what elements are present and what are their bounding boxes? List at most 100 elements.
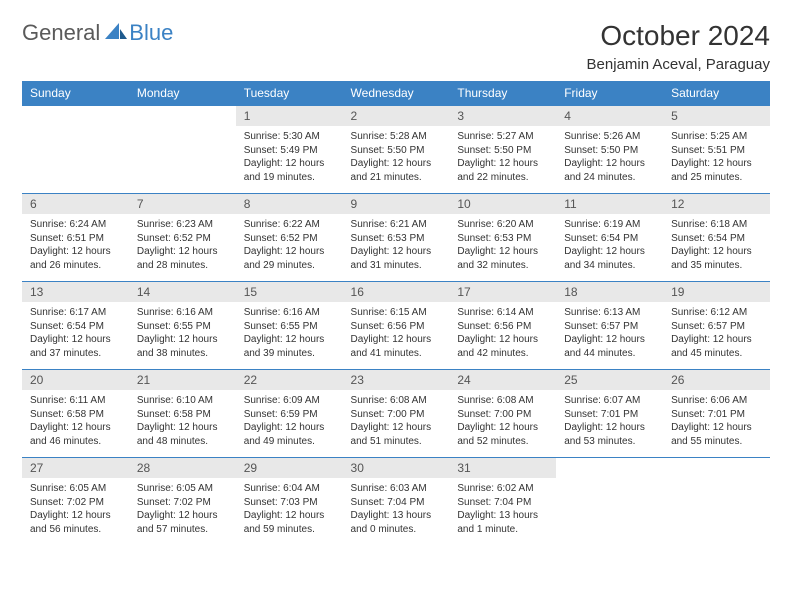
sunset-line: Sunset: 6:53 PM <box>351 232 442 246</box>
daylight-line: Daylight: 12 hours and 32 minutes. <box>457 245 548 272</box>
sunrise-line: Sunrise: 6:08 AM <box>457 394 548 408</box>
day-number: 20 <box>22 370 129 390</box>
day-number: 12 <box>663 194 770 214</box>
day-content: Sunrise: 6:11 AMSunset: 6:58 PMDaylight:… <box>22 390 129 452</box>
daylight-line: Daylight: 12 hours and 28 minutes. <box>137 245 228 272</box>
day-content: Sunrise: 6:12 AMSunset: 6:57 PMDaylight:… <box>663 302 770 364</box>
day-number: 19 <box>663 282 770 302</box>
calendar-cell: 1Sunrise: 5:30 AMSunset: 5:49 PMDaylight… <box>236 106 343 194</box>
sunset-line: Sunset: 5:50 PM <box>457 144 548 158</box>
daylight-line: Daylight: 12 hours and 37 minutes. <box>30 333 121 360</box>
sunrise-line: Sunrise: 6:04 AM <box>244 482 335 496</box>
daylight-line: Daylight: 12 hours and 41 minutes. <box>351 333 442 360</box>
sunset-line: Sunset: 6:54 PM <box>671 232 762 246</box>
day-number: 8 <box>236 194 343 214</box>
weekday-header: Wednesday <box>343 81 450 106</box>
calendar-cell: 25Sunrise: 6:07 AMSunset: 7:01 PMDayligh… <box>556 370 663 458</box>
calendar-cell: 21Sunrise: 6:10 AMSunset: 6:58 PMDayligh… <box>129 370 236 458</box>
day-content: Sunrise: 5:25 AMSunset: 5:51 PMDaylight:… <box>663 126 770 188</box>
sunset-line: Sunset: 6:53 PM <box>457 232 548 246</box>
day-content: Sunrise: 6:20 AMSunset: 6:53 PMDaylight:… <box>449 214 556 276</box>
daylight-line: Daylight: 12 hours and 25 minutes. <box>671 157 762 184</box>
day-number: 6 <box>22 194 129 214</box>
day-number: 5 <box>663 106 770 126</box>
calendar-cell: 19Sunrise: 6:12 AMSunset: 6:57 PMDayligh… <box>663 282 770 370</box>
daylight-line: Daylight: 12 hours and 24 minutes. <box>564 157 655 184</box>
calendar-cell: 14Sunrise: 6:16 AMSunset: 6:55 PMDayligh… <box>129 282 236 370</box>
sunrise-line: Sunrise: 5:28 AM <box>351 130 442 144</box>
sunset-line: Sunset: 6:59 PM <box>244 408 335 422</box>
daylight-line: Daylight: 12 hours and 49 minutes. <box>244 421 335 448</box>
weekday-header: Tuesday <box>236 81 343 106</box>
sunset-line: Sunset: 6:55 PM <box>244 320 335 334</box>
daylight-line: Daylight: 12 hours and 38 minutes. <box>137 333 228 360</box>
daylight-line: Daylight: 12 hours and 34 minutes. <box>564 245 655 272</box>
weekday-header: Friday <box>556 81 663 106</box>
sunset-line: Sunset: 6:57 PM <box>671 320 762 334</box>
day-number: 16 <box>343 282 450 302</box>
sunrise-line: Sunrise: 6:24 AM <box>30 218 121 232</box>
day-number: 1 <box>236 106 343 126</box>
sunset-line: Sunset: 6:52 PM <box>137 232 228 246</box>
daylight-line: Daylight: 12 hours and 42 minutes. <box>457 333 548 360</box>
calendar-cell: 15Sunrise: 6:16 AMSunset: 6:55 PMDayligh… <box>236 282 343 370</box>
day-content: Sunrise: 5:26 AMSunset: 5:50 PMDaylight:… <box>556 126 663 188</box>
weekday-header: Thursday <box>449 81 556 106</box>
sunset-line: Sunset: 6:51 PM <box>30 232 121 246</box>
day-content: Sunrise: 6:18 AMSunset: 6:54 PMDaylight:… <box>663 214 770 276</box>
sunrise-line: Sunrise: 6:14 AM <box>457 306 548 320</box>
calendar-cell: 16Sunrise: 6:15 AMSunset: 6:56 PMDayligh… <box>343 282 450 370</box>
calendar-cell: 24Sunrise: 6:08 AMSunset: 7:00 PMDayligh… <box>449 370 556 458</box>
daylight-line: Daylight: 12 hours and 48 minutes. <box>137 421 228 448</box>
calendar-cell: 12Sunrise: 6:18 AMSunset: 6:54 PMDayligh… <box>663 194 770 282</box>
day-number: 26 <box>663 370 770 390</box>
calendar-cell: 28Sunrise: 6:05 AMSunset: 7:02 PMDayligh… <box>129 458 236 546</box>
weekday-header: Sunday <box>22 81 129 106</box>
daylight-line: Daylight: 12 hours and 59 minutes. <box>244 509 335 536</box>
calendar-cell: 18Sunrise: 6:13 AMSunset: 6:57 PMDayligh… <box>556 282 663 370</box>
calendar-cell: 7Sunrise: 6:23 AMSunset: 6:52 PMDaylight… <box>129 194 236 282</box>
sunrise-line: Sunrise: 5:27 AM <box>457 130 548 144</box>
calendar-row: 6Sunrise: 6:24 AMSunset: 6:51 PMDaylight… <box>22 194 770 282</box>
sunset-line: Sunset: 7:04 PM <box>351 496 442 510</box>
calendar-cell: 4Sunrise: 5:26 AMSunset: 5:50 PMDaylight… <box>556 106 663 194</box>
daylight-line: Daylight: 13 hours and 1 minute. <box>457 509 548 536</box>
day-number: 7 <box>129 194 236 214</box>
calendar-cell <box>556 458 663 546</box>
logo: General Blue <box>22 20 173 46</box>
day-content: Sunrise: 6:08 AMSunset: 7:00 PMDaylight:… <box>343 390 450 452</box>
sunset-line: Sunset: 6:57 PM <box>564 320 655 334</box>
calendar-row: 13Sunrise: 6:17 AMSunset: 6:54 PMDayligh… <box>22 282 770 370</box>
sunset-line: Sunset: 6:58 PM <box>30 408 121 422</box>
day-number: 23 <box>343 370 450 390</box>
calendar-cell: 20Sunrise: 6:11 AMSunset: 6:58 PMDayligh… <box>22 370 129 458</box>
calendar-cell <box>22 106 129 194</box>
sunset-line: Sunset: 5:51 PM <box>671 144 762 158</box>
day-content: Sunrise: 6:10 AMSunset: 6:58 PMDaylight:… <box>129 390 236 452</box>
daylight-line: Daylight: 12 hours and 26 minutes. <box>30 245 121 272</box>
calendar-cell: 10Sunrise: 6:20 AMSunset: 6:53 PMDayligh… <box>449 194 556 282</box>
day-number: 21 <box>129 370 236 390</box>
day-content: Sunrise: 6:15 AMSunset: 6:56 PMDaylight:… <box>343 302 450 364</box>
sunrise-line: Sunrise: 6:15 AM <box>351 306 442 320</box>
day-content: Sunrise: 5:28 AMSunset: 5:50 PMDaylight:… <box>343 126 450 188</box>
day-content: Sunrise: 6:14 AMSunset: 6:56 PMDaylight:… <box>449 302 556 364</box>
calendar-cell: 9Sunrise: 6:21 AMSunset: 6:53 PMDaylight… <box>343 194 450 282</box>
location: Benjamin Aceval, Paraguay <box>587 56 770 73</box>
calendar-cell: 29Sunrise: 6:04 AMSunset: 7:03 PMDayligh… <box>236 458 343 546</box>
weekday-header-row: SundayMondayTuesdayWednesdayThursdayFrid… <box>22 81 770 106</box>
sunrise-line: Sunrise: 6:22 AM <box>244 218 335 232</box>
sunset-line: Sunset: 6:58 PM <box>137 408 228 422</box>
sunset-line: Sunset: 7:01 PM <box>671 408 762 422</box>
title-block: October 2024 Benjamin Aceval, Paraguay <box>587 20 770 73</box>
logo-sail-icon <box>105 21 127 46</box>
day-number: 31 <box>449 458 556 478</box>
daylight-line: Daylight: 12 hours and 55 minutes. <box>671 421 762 448</box>
sunrise-line: Sunrise: 6:03 AM <box>351 482 442 496</box>
day-content: Sunrise: 6:21 AMSunset: 6:53 PMDaylight:… <box>343 214 450 276</box>
sunrise-line: Sunrise: 6:20 AM <box>457 218 548 232</box>
sunset-line: Sunset: 6:56 PM <box>351 320 442 334</box>
calendar-cell: 3Sunrise: 5:27 AMSunset: 5:50 PMDaylight… <box>449 106 556 194</box>
calendar-cell: 6 Sunrise: 6:24 AMSunset: 6:51 PMDaylight… <box>22 194 129 282</box>
daylight-line: Daylight: 12 hours and 21 minutes. <box>351 157 442 184</box>
